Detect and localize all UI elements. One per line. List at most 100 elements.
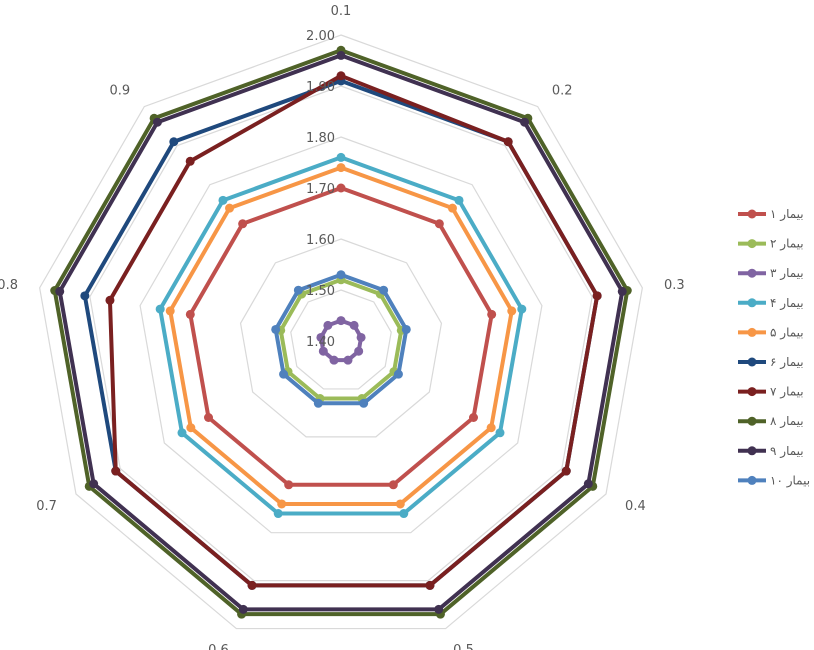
data-point bbox=[203, 413, 213, 422]
series-4 bbox=[155, 152, 527, 519]
grid-ring bbox=[39, 34, 643, 630]
legend-marker bbox=[747, 446, 757, 456]
category-label: 0.4 bbox=[625, 499, 646, 514]
grid-ring bbox=[290, 289, 392, 390]
legend-item: بیمار ۷ bbox=[738, 385, 804, 400]
legend-marker bbox=[747, 357, 757, 367]
data-point bbox=[271, 324, 281, 334]
series-line bbox=[168, 165, 514, 506]
data-point bbox=[318, 346, 328, 356]
data-point bbox=[247, 580, 257, 590]
data-point bbox=[336, 183, 346, 193]
radar-series bbox=[50, 45, 632, 619]
category-label: 0.3 bbox=[664, 278, 685, 293]
legend-marker bbox=[747, 298, 757, 308]
data-point bbox=[313, 398, 323, 408]
series-line bbox=[318, 318, 364, 363]
category-label: 0.6 bbox=[208, 643, 229, 650]
tick-label: 1.40 bbox=[306, 335, 335, 350]
tick-label: 2.00 bbox=[306, 29, 335, 44]
legend-label: بیمار ۴ bbox=[770, 296, 804, 311]
category-label: 0.7 bbox=[36, 499, 57, 514]
data-point bbox=[487, 309, 497, 319]
data-point bbox=[165, 306, 175, 316]
tick-label: 1.90 bbox=[306, 80, 335, 95]
data-point bbox=[503, 137, 513, 147]
data-point bbox=[185, 309, 195, 319]
series-10 bbox=[271, 270, 411, 408]
data-point bbox=[186, 423, 196, 433]
data-point bbox=[393, 369, 403, 379]
data-point bbox=[80, 291, 90, 301]
data-point bbox=[486, 423, 496, 433]
legend-label: بیمار ۳ bbox=[770, 266, 804, 281]
legend-marker bbox=[747, 239, 757, 249]
series-3 bbox=[316, 316, 366, 365]
legend-item: بیمار ۳ bbox=[738, 266, 804, 281]
data-point bbox=[323, 320, 333, 330]
data-point bbox=[111, 466, 121, 476]
data-point bbox=[454, 195, 464, 205]
series-line bbox=[158, 155, 524, 516]
data-point bbox=[617, 286, 627, 296]
data-point bbox=[329, 355, 339, 365]
data-point bbox=[356, 332, 366, 342]
data-point bbox=[343, 355, 353, 365]
category-label: 0.5 bbox=[453, 643, 474, 650]
data-point bbox=[469, 413, 479, 422]
legend-item: بیمار ۱ bbox=[738, 207, 804, 222]
legend-marker bbox=[747, 416, 757, 426]
legend-item: بیمار ۸ bbox=[738, 414, 804, 429]
category-label: 0.1 bbox=[331, 4, 352, 19]
data-point bbox=[336, 270, 346, 280]
data-point bbox=[89, 479, 99, 489]
data-point bbox=[425, 580, 435, 590]
legend-item: بیمار ۹ bbox=[738, 444, 804, 459]
data-point bbox=[336, 71, 346, 81]
data-point bbox=[561, 466, 571, 476]
legend-marker bbox=[747, 327, 757, 337]
data-point bbox=[279, 369, 289, 379]
data-point bbox=[434, 604, 444, 614]
data-point bbox=[399, 509, 409, 519]
data-point bbox=[336, 163, 346, 173]
grid-ring bbox=[89, 85, 593, 582]
series-9 bbox=[55, 50, 627, 614]
data-point bbox=[583, 479, 593, 489]
data-point bbox=[277, 499, 287, 509]
tick-label: 1.70 bbox=[306, 182, 335, 197]
data-point bbox=[152, 117, 162, 127]
data-point bbox=[388, 480, 398, 490]
legend-item: بیمار ۲ bbox=[738, 237, 804, 252]
legend-label: بیمار ۱ bbox=[770, 207, 804, 222]
data-point bbox=[225, 203, 235, 213]
legend-label: بیمار ۹ bbox=[770, 444, 804, 459]
chart-legend: بیمار ۱ بیمار ۲ بیمار ۳ بیمار ۴ بیمار ۵ بیمار… bbox=[738, 207, 810, 488]
data-point bbox=[55, 286, 65, 296]
legend-item: بیمار ۵ bbox=[738, 325, 804, 340]
data-point bbox=[336, 316, 346, 326]
tick-label: 1.60 bbox=[306, 233, 335, 248]
legend-label: بیمار ۸ bbox=[770, 414, 804, 429]
series-line bbox=[57, 53, 625, 612]
radar-category-labels: 0.1 0.2 0.3 0.4 0.5 0.6 0.7 0.8 0.9 bbox=[0, 4, 685, 650]
legend-label: بیمار ۶ bbox=[770, 355, 804, 370]
radar-grid bbox=[39, 34, 643, 630]
series-2 bbox=[276, 275, 406, 404]
data-point bbox=[105, 295, 115, 305]
legend-item: بیمار ۶ bbox=[738, 355, 804, 370]
data-point bbox=[507, 306, 517, 316]
data-point bbox=[238, 604, 248, 614]
legend-label: بیمار ۲ bbox=[770, 237, 804, 252]
series-line bbox=[278, 277, 404, 401]
legend-item: بیمار ۴ bbox=[738, 296, 804, 311]
tick-label: 1.80 bbox=[306, 131, 335, 146]
legend-label: بیمار ۷ bbox=[770, 385, 804, 400]
data-point bbox=[155, 304, 165, 314]
legend-item: بیمار ۱۰ bbox=[738, 473, 810, 488]
legend-marker bbox=[747, 475, 757, 485]
category-label: 0.2 bbox=[552, 84, 573, 99]
series-1 bbox=[185, 183, 497, 490]
data-point bbox=[218, 195, 228, 205]
data-point bbox=[336, 152, 346, 162]
